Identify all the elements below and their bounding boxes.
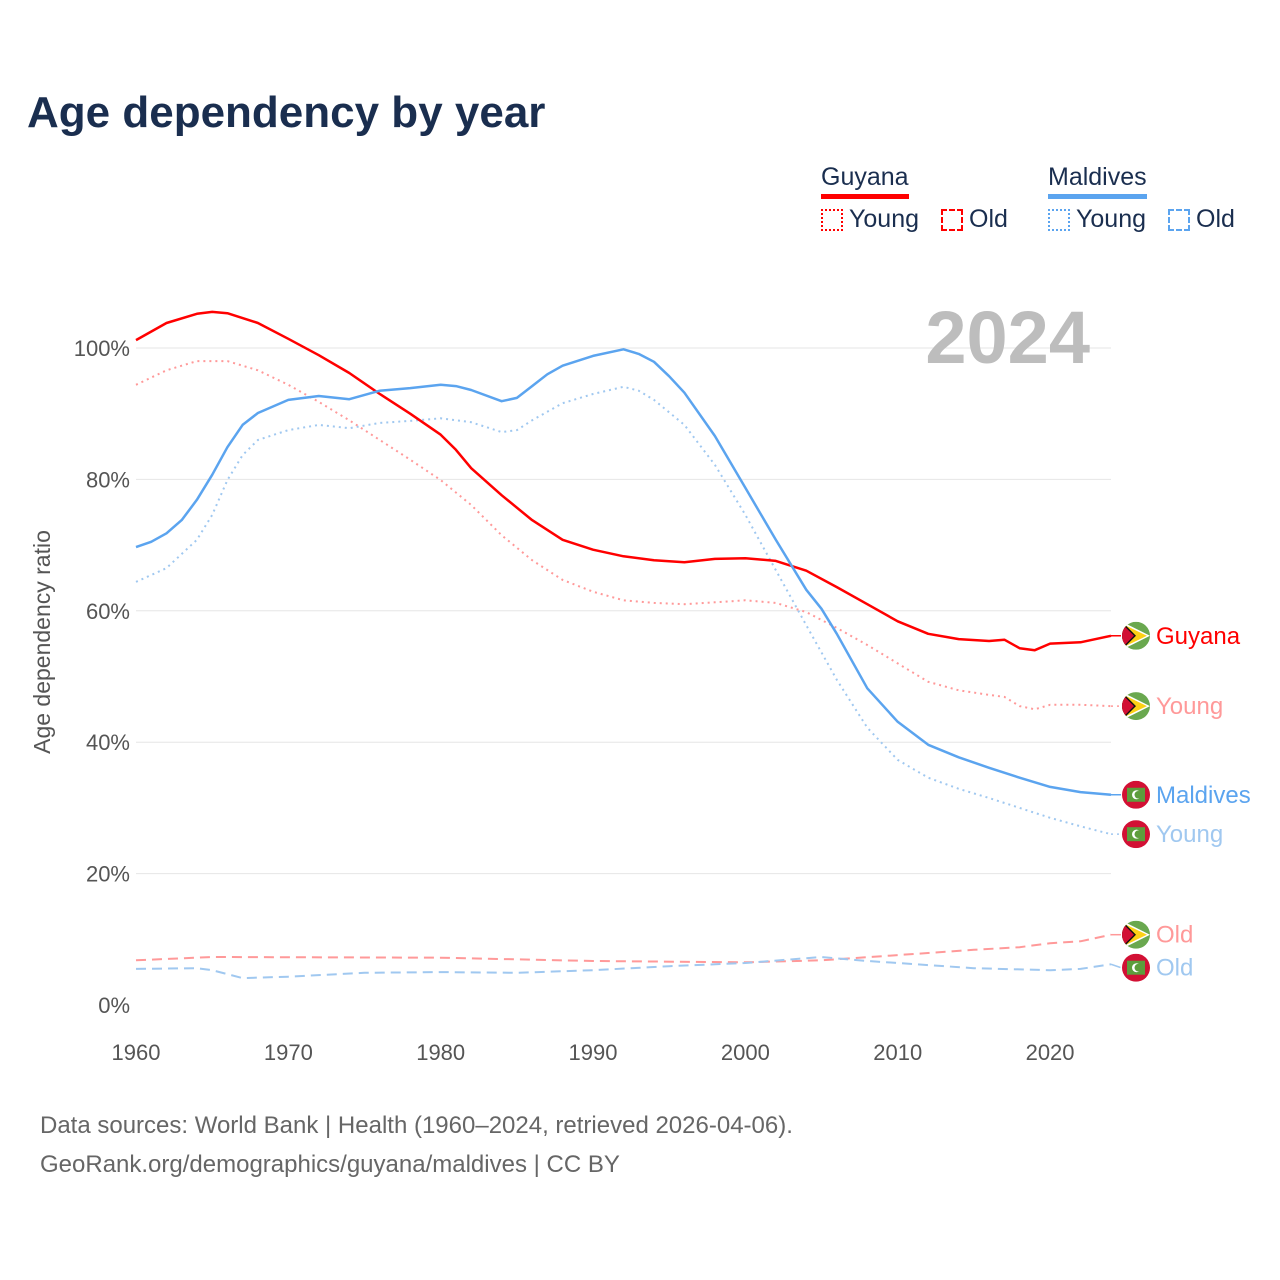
source-link[interactable]: GeoRank.org/demographics/guyana/maldives…	[40, 1151, 620, 1178]
y-tick-label: 40%	[86, 730, 130, 755]
year-watermark: 2024	[925, 296, 1090, 379]
y-tick-label: 100%	[74, 336, 130, 361]
end-label-text: Maldives	[1156, 782, 1251, 809]
end-label-guyana-young: Young	[1111, 692, 1223, 721]
end-label-guyana-old: Old	[1111, 920, 1193, 949]
series-line-guyana-old[interactable]	[135, 933, 1112, 964]
connector	[1110, 963, 1122, 969]
x-tick-label: 1970	[264, 1040, 313, 1065]
end-label-text: Young	[1156, 821, 1223, 848]
dashed-swatch-icon	[941, 208, 963, 231]
end-label-maldives-old: Old	[1110, 953, 1193, 982]
guyana-flag-icon	[1122, 621, 1150, 650]
guyana-flag-icon	[1122, 920, 1150, 949]
y-axis-label: Age dependency ratio	[29, 530, 55, 754]
x-tick-label: 2010	[873, 1040, 922, 1065]
y-tick-label: 20%	[86, 862, 130, 887]
end-label-maldives: Maldives	[1111, 780, 1251, 809]
end-label-maldives-young: Young	[1111, 820, 1223, 849]
legend-guyana-young[interactable]: Young	[821, 205, 919, 234]
end-label-text: Old	[1156, 922, 1193, 949]
end-label-text: Guyana	[1156, 623, 1241, 650]
legend-maldives[interactable]: Maldives	[1048, 163, 1147, 199]
x-tick-label: 1960	[112, 1040, 161, 1065]
dotted-swatch-icon	[1048, 208, 1070, 231]
legend-guyana-old[interactable]: Old	[941, 205, 1008, 234]
dotted-swatch-icon	[821, 208, 843, 231]
legend-maldives-young[interactable]: Young	[1048, 205, 1146, 234]
legend-label: Young	[1076, 205, 1146, 233]
chart-title: Age dependency by year	[27, 88, 546, 137]
x-tick-label: 2000	[721, 1040, 770, 1065]
y-tick-label: 0%	[98, 993, 130, 1018]
footer: Data sources: World Bank | Health (1960–…	[40, 1106, 793, 1184]
legend-label: Young	[849, 205, 919, 233]
x-tick-label: 2020	[1026, 1040, 1075, 1065]
series-line-guyana-young[interactable]	[135, 360, 1112, 711]
x-tick-label: 1980	[416, 1040, 465, 1065]
legend-maldives-old[interactable]: Old	[1168, 205, 1235, 234]
series-line-maldives-old[interactable]	[135, 956, 1112, 980]
maldives-flag-icon	[1122, 820, 1150, 849]
y-tick-label: 60%	[86, 599, 130, 624]
dashed-swatch-icon	[1168, 208, 1190, 231]
data-source: Data sources: World Bank | Health (1960–…	[40, 1112, 793, 1139]
legend-guyana[interactable]: Guyana	[821, 163, 909, 199]
maldives-flag-icon	[1122, 780, 1150, 809]
end-label-text: Young	[1156, 693, 1223, 720]
legend-label: Old	[1196, 205, 1235, 233]
end-label-text: Old	[1156, 955, 1193, 982]
y-tick-label: 80%	[86, 467, 130, 492]
maldives-flag-icon	[1122, 953, 1150, 982]
legend-label: Old	[969, 205, 1008, 233]
guyana-flag-icon	[1122, 692, 1150, 721]
end-label-guyana: Guyana	[1111, 621, 1241, 650]
series-line-maldives[interactable]	[135, 348, 1112, 797]
series-line-maldives-young[interactable]	[135, 385, 1112, 836]
x-tick-label: 1990	[569, 1040, 618, 1065]
series-line-guyana[interactable]	[135, 310, 1112, 652]
